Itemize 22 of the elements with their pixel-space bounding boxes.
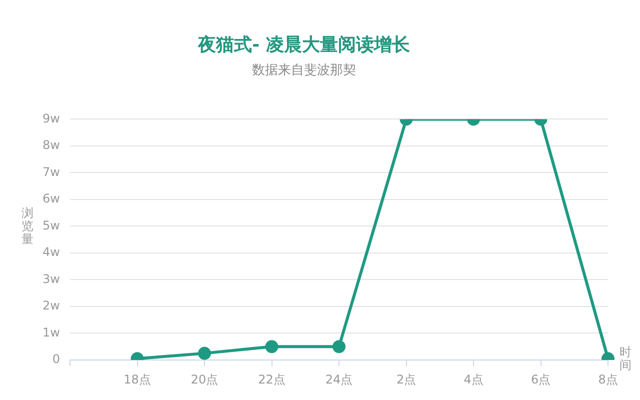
y-tick-label: 0 — [52, 352, 60, 366]
chart-title: 夜猫式- 凌晨大量阅读增长 — [197, 34, 411, 56]
y-tick-label: 8w — [42, 138, 60, 152]
x-tick-label: 2点 — [396, 372, 416, 386]
y-tick-label: 4w — [42, 245, 60, 260]
y-axis-title: 浏览量 — [21, 206, 34, 246]
x-tick-label: 22点 — [258, 372, 286, 386]
y-tick-label: 1w — [42, 325, 60, 340]
x-tick-label: 18点 — [124, 372, 151, 386]
y-tick-label: 2w — [42, 298, 60, 313]
x-tick-label: 6点 — [530, 372, 551, 386]
x-axis-title: 时间 — [619, 345, 632, 372]
x-tick-label: 8点 — [598, 372, 618, 386]
y-tick-label: 7w — [42, 164, 60, 179]
y-tick-label: 5w — [42, 218, 60, 232]
x-tick-label: 4点 — [464, 372, 484, 386]
chart-subtitle: 数据来自斐波那契 — [252, 62, 356, 78]
y-tick-label: 6w — [42, 192, 60, 206]
x-tick-label: 20点 — [190, 372, 218, 386]
x-tick-label: 24点 — [325, 372, 353, 386]
y-tick-label: 9w — [42, 111, 60, 126]
y-tick-label: 3w — [42, 272, 60, 286]
